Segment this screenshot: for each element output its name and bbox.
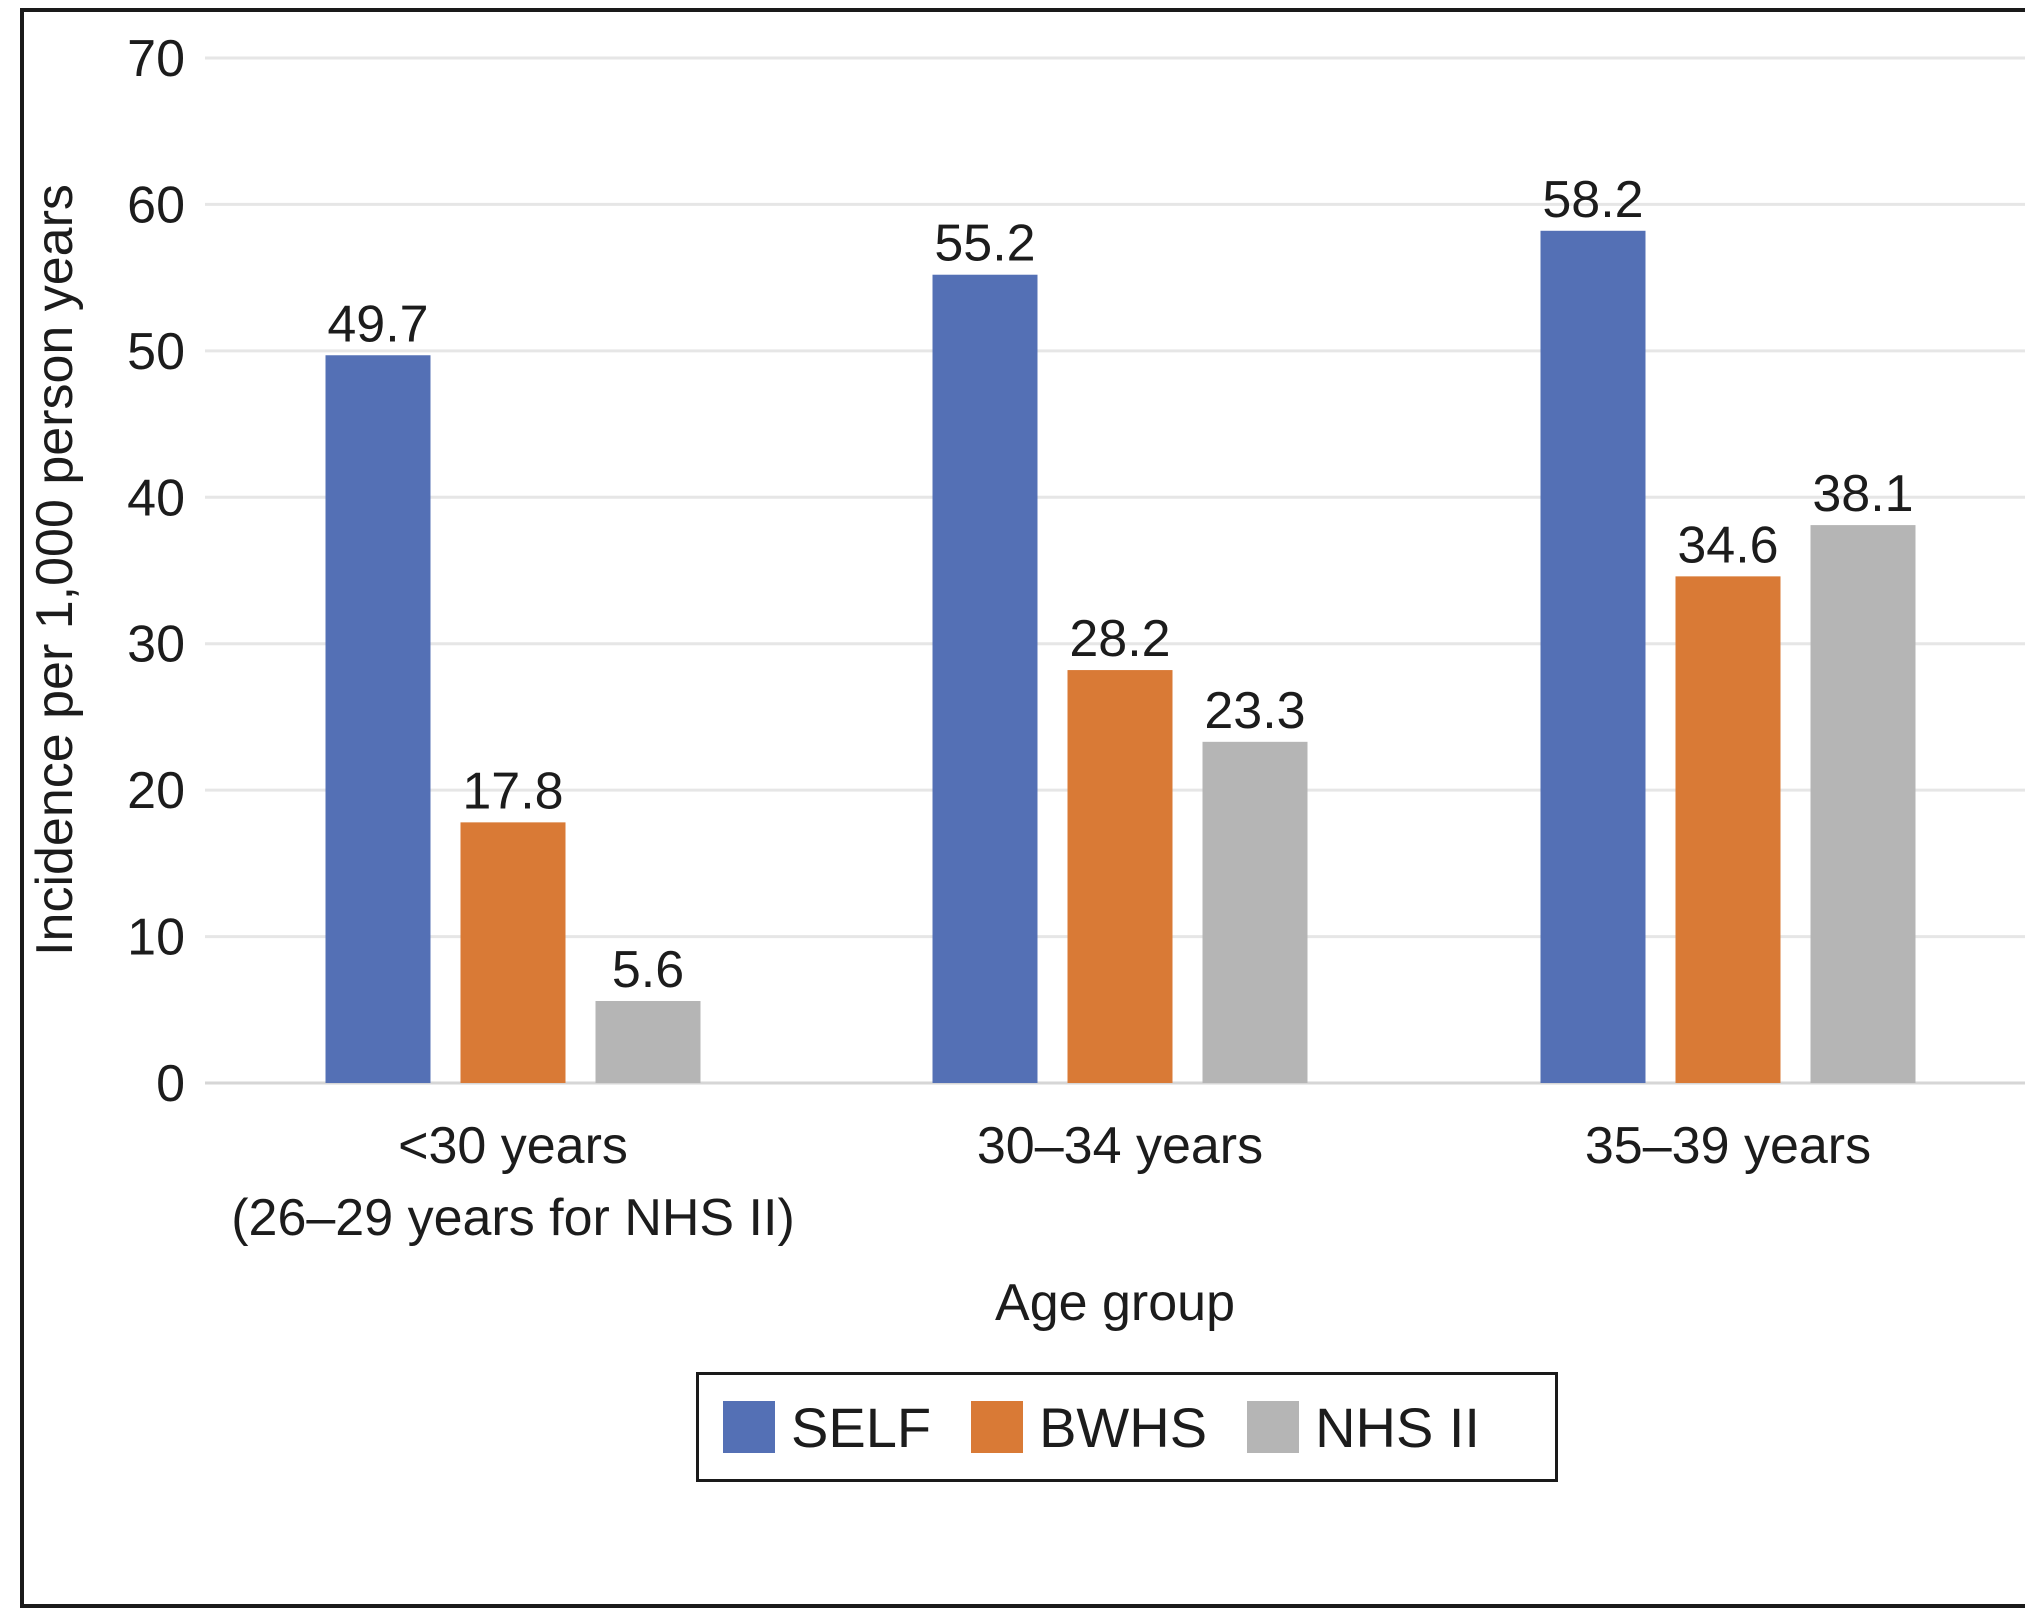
y-tick-label: 30 — [127, 616, 185, 674]
bar-nhs-ii — [595, 1001, 701, 1083]
x-category-label: 30–34 years — [977, 1117, 1263, 1175]
data-label: 38.1 — [1812, 465, 1913, 523]
bar-chart: 0 10 20 30 40 50 60 70 49.7 55.2 58.2 17.8 28.2 34.6… — [26, 30, 2025, 1332]
y-axis-ticks: 0 10 20 30 40 50 60 70 — [127, 30, 185, 1113]
legend-label: NHS II — [1315, 1395, 1480, 1459]
y-axis-title: Incidence per 1,000 person years — [26, 184, 84, 956]
legend-label: BWHS — [1039, 1395, 1208, 1459]
data-label: 5.6 — [612, 941, 684, 999]
bar-self — [932, 274, 1038, 1083]
x-category-label: 35–39 years — [1585, 1117, 1871, 1175]
legend-swatch — [971, 1401, 1024, 1453]
bar-self — [325, 355, 431, 1083]
data-label: 58.2 — [1542, 171, 1643, 229]
bar-bwhs — [1675, 576, 1781, 1083]
data-label: 34.6 — [1677, 516, 1778, 574]
x-category-label: <30 years — [398, 1117, 628, 1175]
data-label: 55.2 — [934, 215, 1035, 273]
y-tick-label: 20 — [127, 762, 185, 820]
data-label: 49.7 — [327, 295, 428, 353]
legend-item: BWHS — [971, 1395, 1207, 1460]
x-axis-categories: <30 years (26–29 years for NHS II) 30–34 y… — [231, 1117, 1871, 1247]
data-labels: 49.7 55.2 58.2 17.8 28.2 34.6 5.6 23.3 38.1 — [327, 171, 1913, 999]
y-tick-label: 60 — [127, 176, 185, 234]
x-category-label: (26–29 years for NHS II) — [231, 1189, 795, 1247]
legend-item: NHS II — [1247, 1395, 1480, 1460]
bars — [325, 230, 1916, 1084]
legend-swatch — [1247, 1401, 1300, 1453]
data-label: 28.2 — [1069, 610, 1170, 668]
bar-nhs-ii — [1202, 741, 1308, 1083]
y-tick-label: 0 — [156, 1055, 185, 1113]
bar-nhs-ii — [1810, 525, 1916, 1083]
legend-item: SELF — [723, 1395, 931, 1460]
y-tick-label: 10 — [127, 909, 185, 967]
bar-bwhs — [460, 822, 566, 1083]
y-tick-label: 70 — [127, 30, 185, 88]
legend-label: SELF — [791, 1395, 932, 1459]
y-tick-label: 50 — [127, 323, 185, 381]
bar-self — [1540, 230, 1646, 1084]
legend: SELF BWHS NHS II — [696, 1372, 1558, 1482]
legend-swatch — [723, 1401, 775, 1453]
x-axis-title: Age group — [995, 1274, 1235, 1332]
bar-bwhs — [1067, 670, 1173, 1083]
data-label: 17.8 — [462, 762, 563, 820]
data-label: 23.3 — [1204, 682, 1305, 740]
y-tick-label: 40 — [127, 469, 185, 527]
